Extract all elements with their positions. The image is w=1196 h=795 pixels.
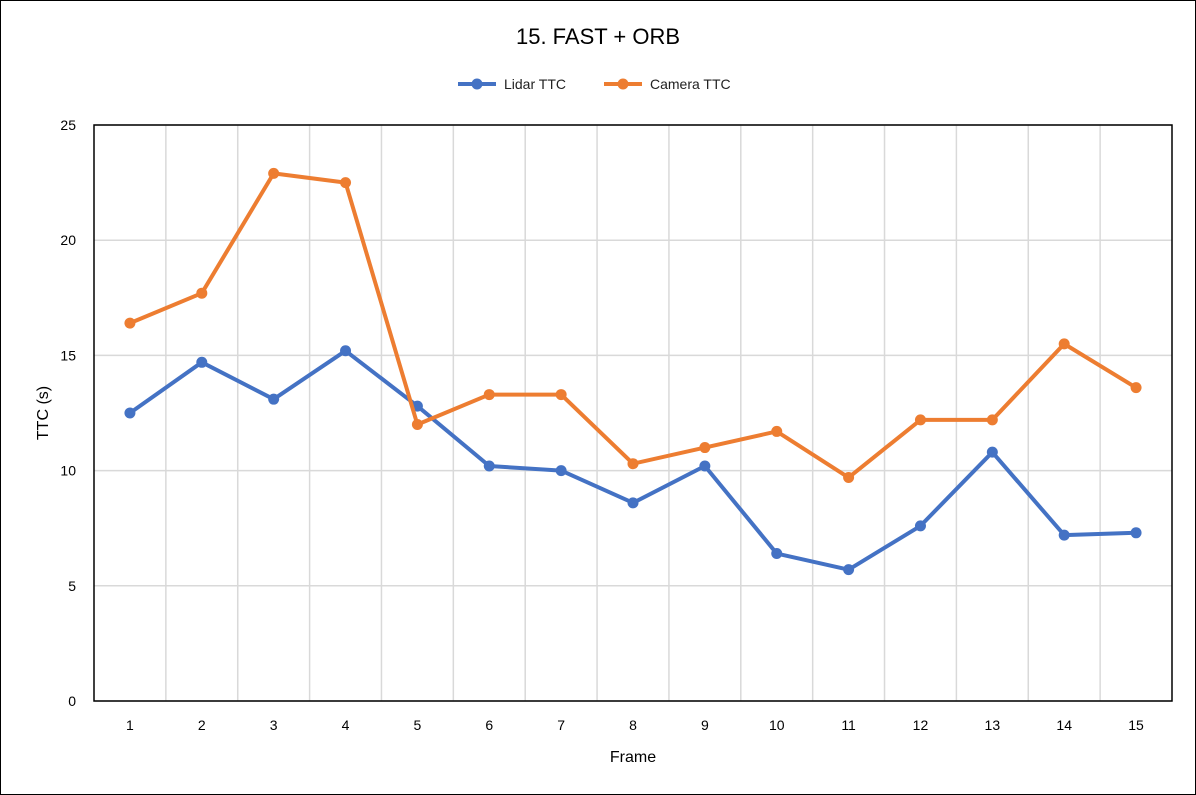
y-axis-ticks: 0 5 10 15 20 25 [60,117,76,709]
x-tick-label: 10 [769,717,785,733]
x-tick-label: 1 [126,717,134,733]
data-point [196,356,208,368]
data-point [1058,338,1070,350]
x-tick-label: 3 [270,717,278,733]
data-point [986,446,998,458]
legend-item: Lidar TTC [458,76,566,92]
data-point [124,407,136,419]
x-tick-label: 12 [913,717,929,733]
data-point [340,177,352,189]
x-tick-label: 4 [342,717,350,733]
y-axis-label: TTC (s) [35,386,52,440]
x-tick-label: 7 [557,717,565,733]
series-layer [124,167,1142,576]
x-tick-label: 13 [985,717,1001,733]
data-point [627,458,639,470]
x-tick-label: 5 [414,717,422,733]
data-point [1058,529,1070,541]
data-point [914,520,926,532]
legend-marker [471,78,483,90]
legend-label: Camera TTC [650,76,731,92]
legend-item: Camera TTC [604,76,731,92]
x-tick-label: 15 [1128,717,1144,733]
data-point [986,414,998,426]
legend: Lidar TTC Camera TTC [458,76,731,92]
legend-marker [617,78,629,90]
data-point [124,317,136,329]
data-point [627,497,639,509]
data-point [771,548,783,560]
gridlines [94,124,1172,702]
data-point [1130,382,1142,394]
data-point [1130,527,1142,539]
data-point [268,393,280,405]
x-tick-label: 9 [701,717,709,733]
y-tick-label: 20 [60,232,76,248]
data-point [340,345,352,357]
data-point [483,460,495,472]
y-tick-label: 25 [60,117,76,133]
data-point [555,389,567,401]
y-tick-label: 0 [68,693,76,709]
data-point [914,414,926,426]
x-tick-label: 2 [198,717,206,733]
x-tick-label: 14 [1056,717,1072,733]
data-point [699,442,711,454]
data-point [555,465,567,477]
chart-title: 15. FAST + ORB [516,24,680,49]
y-tick-label: 10 [60,463,76,479]
x-tick-label: 8 [629,717,637,733]
series-line [127,171,1139,480]
data-point [196,287,208,299]
data-point [771,425,783,437]
series-2 [124,167,1142,484]
data-point [268,167,280,179]
data-point [699,460,711,472]
x-axis-ticks: 1 2 3 4 5 6 7 8 9 10 11 12 13 14 15 [126,717,1144,733]
data-point [483,389,495,401]
data-point [843,564,855,576]
x-tick-label: 11 [841,717,856,733]
data-point [843,472,855,484]
legend-label: Lidar TTC [504,76,566,92]
x-tick-label: 6 [485,717,493,733]
y-tick-label: 15 [60,347,76,363]
series-1 [124,345,1142,576]
y-tick-label: 5 [68,578,76,594]
x-axis-label: Frame [610,749,656,766]
data-point [411,419,423,431]
plot-area [93,124,1173,702]
